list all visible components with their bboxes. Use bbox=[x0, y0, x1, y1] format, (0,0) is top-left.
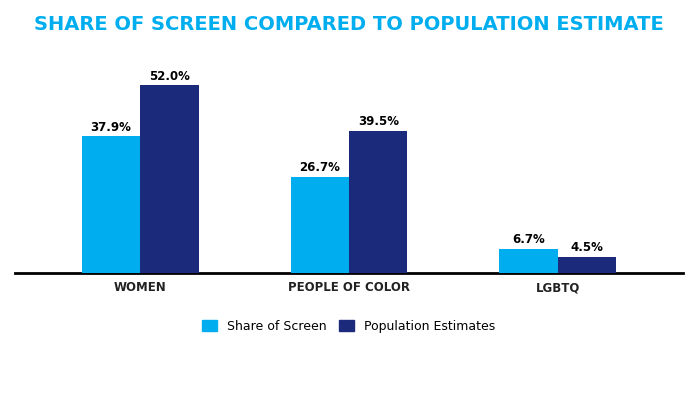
Text: 39.5%: 39.5% bbox=[358, 115, 399, 128]
Text: 52.0%: 52.0% bbox=[149, 70, 190, 83]
Text: 4.5%: 4.5% bbox=[570, 241, 603, 254]
Bar bbox=[349, 130, 408, 273]
Bar bbox=[82, 136, 140, 273]
Text: 37.9%: 37.9% bbox=[91, 121, 131, 134]
Title: SHARE OF SCREEN COMPARED TO POPULATION ESTIMATE: SHARE OF SCREEN COMPARED TO POPULATION E… bbox=[34, 15, 664, 34]
Legend: Share of Screen, Population Estimates: Share of Screen, Population Estimates bbox=[198, 315, 500, 338]
Bar bbox=[140, 85, 199, 273]
Bar bbox=[499, 249, 558, 273]
Bar bbox=[290, 177, 349, 273]
Text: 6.7%: 6.7% bbox=[512, 233, 545, 246]
Bar bbox=[558, 257, 616, 273]
Text: 26.7%: 26.7% bbox=[299, 161, 340, 174]
